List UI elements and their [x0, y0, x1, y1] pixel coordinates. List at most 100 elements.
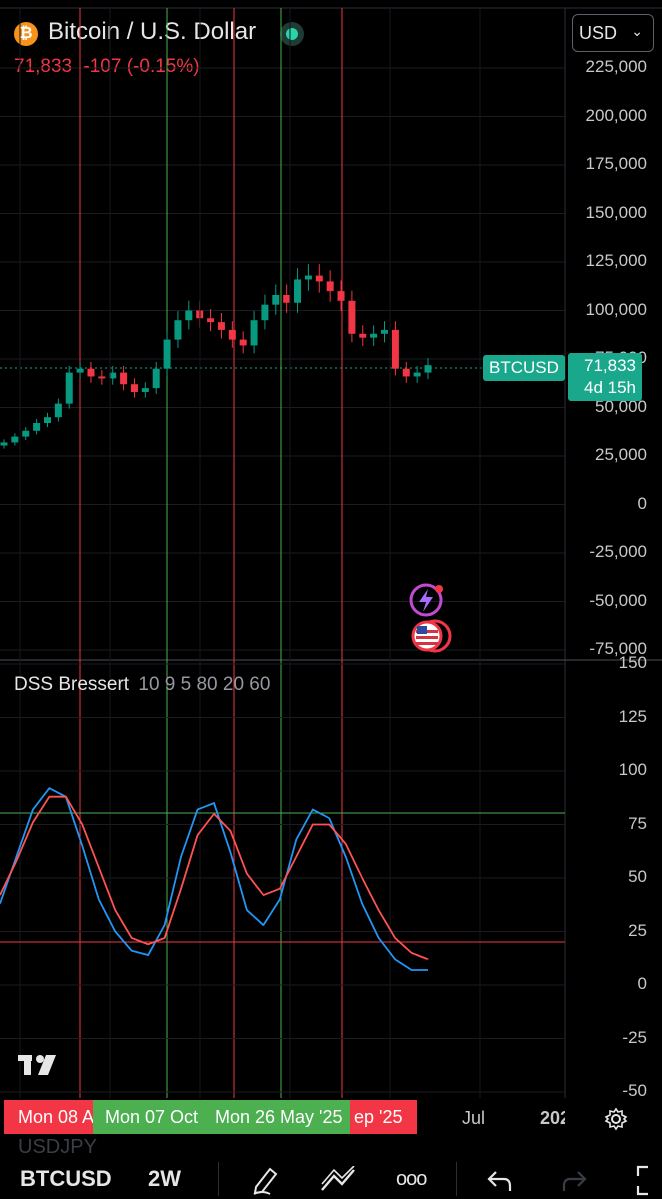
- price-axis-label: 175,000: [585, 154, 647, 173]
- time-label: 202: [540, 1108, 565, 1128]
- dss-lines: [0, 786, 429, 971]
- time-marker-pill: Mon 07 Oct: [93, 1100, 205, 1134]
- symbol-title[interactable]: Bitcoin / U.S. Dollar: [48, 18, 257, 45]
- indicator-params: 10 9 5 80 20 60: [138, 674, 271, 695]
- settings-gear-icon[interactable]: [604, 1107, 628, 1131]
- candle-body: [250, 320, 258, 346]
- candle-body: [304, 275, 312, 280]
- currency-value: USD: [579, 23, 618, 43]
- fullscreen-icon[interactable]: [634, 1164, 662, 1196]
- price-change: -107: [83, 56, 122, 77]
- interval-button[interactable]: 2W: [148, 1166, 181, 1191]
- ghost-symbol: USDJPY: [18, 1136, 97, 1158]
- price-axis-label: 50,000: [595, 396, 647, 416]
- candle-body: [391, 329, 399, 369]
- price-axis-label: -25,000: [589, 542, 647, 561]
- redo-icon[interactable]: [560, 1168, 588, 1192]
- indicator-axis-label: 125: [618, 706, 647, 726]
- flash-news-icon[interactable]: [409, 583, 443, 617]
- indicator-grid: [0, 8, 565, 1098]
- candlestick-series: [0, 264, 432, 449]
- candle-body: [163, 339, 171, 369]
- candle-body: [130, 384, 138, 392]
- tradingview-logo: [18, 1055, 56, 1075]
- market-status-icon[interactable]: [280, 22, 304, 46]
- symbol-button[interactable]: BTCUSD: [20, 1166, 112, 1191]
- indicator-axis-label: 50: [628, 867, 647, 886]
- price-axis-label: -50,000: [589, 590, 647, 610]
- time-marker-pill: Mon 08 A: [4, 1100, 93, 1134]
- candle-body: [33, 423, 41, 431]
- candle-body: [315, 275, 323, 282]
- candle-body: [217, 322, 225, 330]
- bar-countdown: 4d 15h: [584, 378, 636, 397]
- candle-body: [207, 318, 215, 323]
- toolbar-divider: [456, 1162, 457, 1196]
- price-axis-label: 0: [637, 493, 647, 513]
- time-marker-pill: Mon 26 May '25: [205, 1100, 360, 1134]
- candle-body: [326, 281, 334, 292]
- indicator-axis-label: 25: [628, 920, 647, 940]
- candle-body: [174, 320, 182, 340]
- price-grid: [0, 67, 565, 651]
- indicator-axis-label: 150: [618, 653, 647, 672]
- candle-body: [185, 310, 193, 321]
- indicator-axis-label: -50: [622, 1081, 647, 1100]
- price-axis-label: 125,000: [585, 251, 647, 270]
- last-price-badge: 71,833 4d 15h: [568, 353, 642, 401]
- chevron-down-icon: ⌄: [631, 23, 643, 39]
- price-axis-label: -75,000: [589, 639, 647, 658]
- dss-series-line: [0, 795, 429, 961]
- symbol-badge: BTCUSD: [483, 355, 565, 381]
- bitcoin-icon: ₿: [14, 22, 38, 46]
- candle-body: [87, 368, 95, 377]
- candle-body: [381, 329, 389, 334]
- candle-body: [261, 304, 269, 321]
- currency-select[interactable]: USD ⌄: [572, 14, 654, 52]
- indicator-legend[interactable]: DSS Bressert 10 9 5 80 20 60: [14, 674, 270, 696]
- candle-body: [98, 376, 106, 379]
- price-change-percent: (-0.15%): [126, 56, 200, 77]
- us-flag-event-icon[interactable]: [411, 619, 452, 653]
- candle-body: [141, 388, 149, 392]
- candle-body: [11, 436, 19, 443]
- time-label: Jul: [462, 1108, 486, 1128]
- price-axis-label: 150,000: [585, 202, 647, 222]
- candle-body: [152, 368, 160, 389]
- price-change-line: 71,833 -107 (-0.15%): [14, 56, 200, 78]
- candle-body: [109, 372, 117, 379]
- indicator-axis-label: 100: [618, 760, 647, 779]
- candle-body: [370, 333, 378, 338]
- candle-body: [65, 372, 73, 404]
- time-marker-pill: ep '25: [350, 1100, 417, 1134]
- more-button[interactable]: ooo: [396, 1168, 427, 1190]
- pencil-icon[interactable]: [250, 1163, 280, 1195]
- candle-body: [22, 430, 30, 437]
- indicator-axis-label: 75: [628, 813, 647, 833]
- candle-body: [424, 365, 432, 373]
- trendline-icon[interactable]: [320, 1166, 356, 1194]
- candle-body: [239, 339, 247, 346]
- candle-body: [0, 442, 8, 446]
- candle-body: [359, 333, 367, 338]
- dss-series-line: [0, 786, 428, 971]
- candle-body: [228, 329, 236, 340]
- candle-body: [348, 300, 356, 334]
- price-axis-label: 25,000: [595, 445, 647, 464]
- undo-icon[interactable]: [486, 1168, 514, 1192]
- price-axis-label: 225,000: [585, 57, 647, 76]
- last-price-badge-value: 71,833: [584, 356, 636, 375]
- candle-body: [76, 368, 84, 373]
- price-axis-label: 200,000: [585, 105, 647, 125]
- price-axis-label: 100,000: [585, 299, 647, 319]
- candle-body: [402, 368, 410, 377]
- toolbar-divider: [218, 1162, 219, 1196]
- candle-body: [337, 291, 345, 301]
- candle-body: [283, 294, 291, 303]
- indicator-axis-label: -25: [622, 1027, 647, 1047]
- last-price: 71,833: [14, 56, 73, 77]
- candle-body: [294, 279, 302, 303]
- indicator-axis-label: 0: [637, 974, 647, 993]
- candle-body: [413, 372, 421, 377]
